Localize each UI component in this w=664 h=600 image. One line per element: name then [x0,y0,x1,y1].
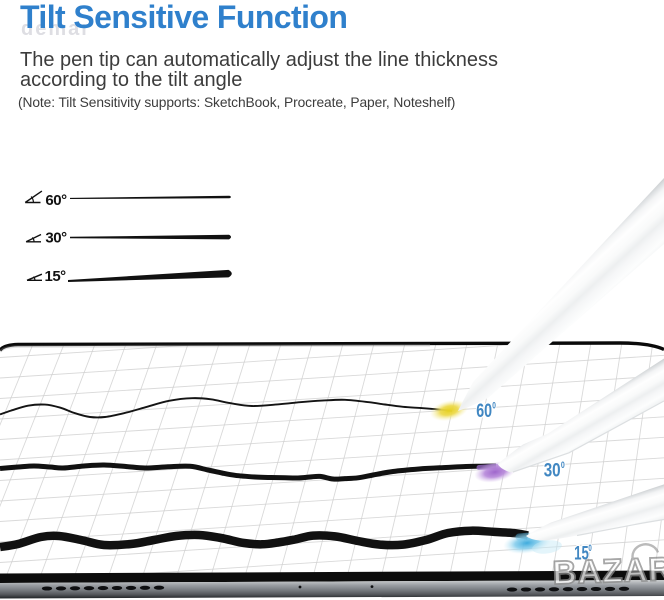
svg-text:BAZAR: BAZAR [552,550,664,591]
svg-text:0: 0 [561,460,565,470]
svg-text:15: 15 [574,542,589,564]
svg-text:0: 0 [492,401,496,411]
svg-text:60°: 60° [45,192,67,209]
svg-text:BAZAR: BAZAR [552,550,664,591]
svg-text:30°: 30° [45,230,67,247]
svg-text:15°: 15° [45,268,67,285]
svg-text:30: 30 [544,459,561,481]
svg-text:60: 60 [476,400,492,422]
svg-text:0: 0 [588,543,591,554]
